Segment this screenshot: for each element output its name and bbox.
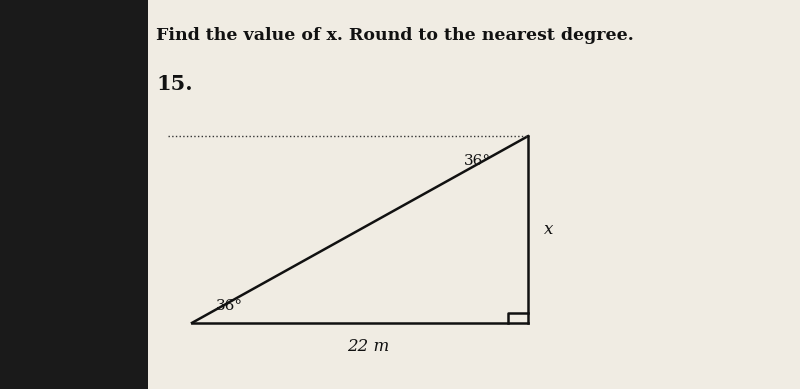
FancyBboxPatch shape xyxy=(148,0,800,389)
Text: 22 m: 22 m xyxy=(347,338,389,356)
Text: 36°: 36° xyxy=(216,299,243,313)
Text: 15.: 15. xyxy=(156,74,193,94)
Text: x: x xyxy=(544,221,554,238)
Text: Find the value of x. Round to the nearest degree.: Find the value of x. Round to the neares… xyxy=(156,27,634,44)
Text: 36°: 36° xyxy=(464,154,491,168)
